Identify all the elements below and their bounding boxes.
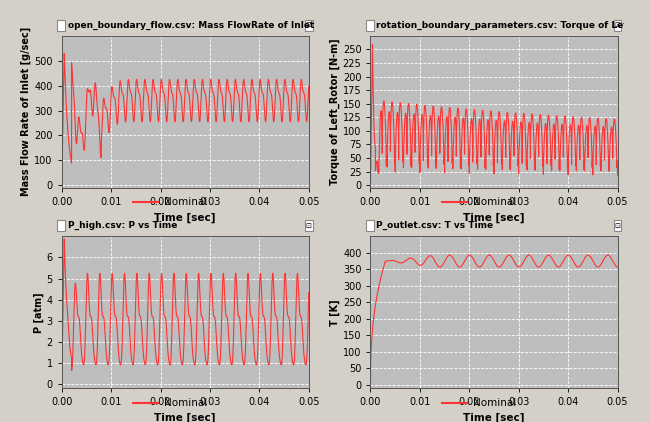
Text: Nominal: Nominal [473,398,516,408]
Bar [57,20,65,31]
Y-axis label: Mass Flow Rate of Inlet [g/sec]: Mass Flow Rate of Inlet [g/sec] [21,27,31,197]
Bar [614,220,621,231]
Text: ⊡: ⊡ [614,22,620,28]
Text: Nominal: Nominal [473,197,516,207]
Text: open_boundary_flow.csv: Mass FlowRate of Inlet vs Time: open_boundary_flow.csv: Mass FlowRate of… [68,21,356,30]
Text: ⊡: ⊡ [306,22,311,28]
X-axis label: Time [sec]: Time [sec] [155,413,216,422]
Y-axis label: P [atm]: P [atm] [33,292,44,333]
X-axis label: Time [sec]: Time [sec] [463,413,525,422]
Y-axis label: T [K]: T [K] [330,299,340,326]
Bar [366,220,374,231]
Text: Nominal: Nominal [164,197,207,207]
Bar [57,220,65,231]
X-axis label: Time [sec]: Time [sec] [155,212,216,223]
Text: P_outlet.csv: T vs Time: P_outlet.csv: T vs Time [376,221,493,230]
Y-axis label: Torque of Left_Rotor [N-m]: Torque of Left_Rotor [N-m] [330,38,340,185]
Bar [366,20,374,31]
X-axis label: Time [sec]: Time [sec] [463,212,525,223]
Text: P_high.csv: P vs Time: P_high.csv: P vs Time [68,221,177,230]
Bar [305,220,313,231]
Text: rotation_boundary_parameters.csv: Torque of Left_Rotor vs Time: rotation_boundary_parameters.csv: Torque… [376,21,650,30]
Text: ⊡: ⊡ [306,223,311,229]
Bar [614,20,621,31]
Text: ⊡: ⊡ [614,223,620,229]
Text: Nominal: Nominal [164,398,207,408]
Bar [305,20,313,31]
